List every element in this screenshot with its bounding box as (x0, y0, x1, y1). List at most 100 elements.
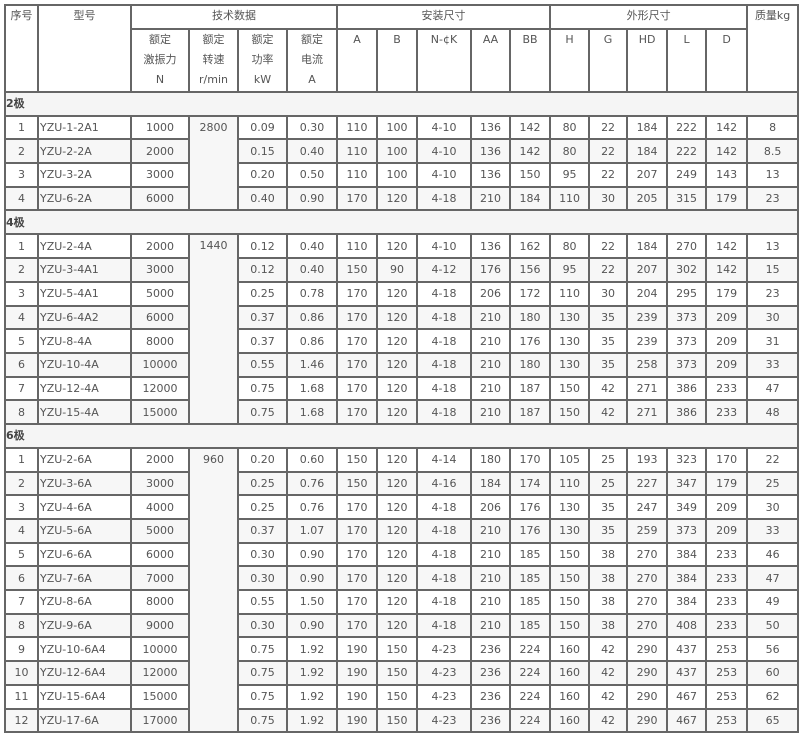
table-cell: 210 (471, 305, 510, 330)
table-cell: 35 (589, 495, 628, 519)
table-cell: 4-16 (417, 471, 471, 496)
table-row: 1 YZU-1-2A1 1000 2800 0.09 0.30 110 100 4-10 136 1… (5, 115, 799, 211)
table-cell: 4-12 (417, 258, 471, 282)
table-cell: 22 (747, 447, 799, 472)
table-cell: 5000 (131, 519, 189, 543)
table-cell: 290 (627, 637, 668, 662)
section-label: 2极 (5, 91, 799, 116)
table-cell: 0.37 (238, 329, 287, 353)
table-cell: 207 (627, 258, 668, 282)
table-cell: 4-18 (417, 329, 471, 353)
table-cell: 120 (377, 519, 417, 543)
table-cell: 23 (747, 186, 799, 211)
table-cell: 1000 (131, 115, 189, 140)
table-row: 2 YZU-2-2A 2000 0.15 0.40 110 100 4-10 136 142 80 2… (5, 139, 799, 164)
table-cell: 0.75 (238, 376, 287, 401)
table-cell: 4-10 (417, 115, 471, 140)
table-cell: 22 (589, 163, 628, 187)
table-cell: 224 (510, 661, 551, 685)
table-row: 8 YZU-15-4A 15000 0.75 1.68 170 120 4-18 210 187 1… (5, 400, 799, 424)
table-cell: 120 (377, 542, 417, 567)
header-tech-col-line: 功率 (251, 52, 274, 66)
row-model: YZU-2-6A (38, 447, 131, 472)
table-cell: 0.90 (287, 613, 337, 638)
table-cell: 1.92 (287, 684, 337, 709)
header-tech-col-line: A (308, 72, 316, 86)
table-cell: 130 (550, 305, 590, 330)
table-cell: 0.75 (238, 661, 287, 685)
table-cell: 0.20 (238, 447, 287, 472)
table-cell: 136 (471, 115, 510, 140)
table-cell: 90 (377, 258, 417, 282)
table-cell: 0.90 (287, 566, 337, 591)
table-cell: 384 (667, 590, 707, 614)
table-cell: 184 (471, 471, 510, 496)
table-cell: 295 (667, 281, 707, 306)
table-cell: 384 (667, 566, 707, 591)
table-cell: 233 (706, 376, 748, 401)
table-cell: 170 (337, 352, 377, 377)
table-cell: 110 (337, 115, 377, 140)
table-cell: 224 (510, 684, 551, 709)
table-cell: 210 (471, 519, 510, 543)
table-cell: 142 (510, 139, 551, 164)
table-cell: 210 (471, 613, 510, 638)
row-seq: 3 (5, 281, 38, 306)
table-cell: 160 (550, 637, 590, 662)
table-cell: 4-18 (417, 590, 471, 614)
table-cell: 80 (550, 115, 590, 140)
table-cell: 222 (667, 115, 707, 140)
table-cell: 4-18 (417, 376, 471, 401)
table-row: 12 YZU-17-6A 17000 0.75 1.92 190 150 4-23 236 224… (5, 708, 799, 733)
table-cell: 190 (337, 661, 377, 685)
table-cell: 222 (667, 139, 707, 164)
table-row: 7 YZU-8-6A 8000 0.55 1.50 170 120 4-18 210 185 150… (5, 590, 799, 614)
table-cell: 120 (377, 471, 417, 496)
table-cell: 12000 (131, 376, 189, 401)
table-cell: 184 (627, 234, 668, 259)
table-cell: 0.25 (238, 495, 287, 519)
header-tech-col-line: 额定 (301, 32, 323, 46)
header-outline-col: HD (627, 28, 668, 92)
table-cell: 3000 (131, 471, 189, 496)
table-cell: 4-23 (417, 684, 471, 709)
table-cell: 187 (510, 400, 551, 424)
row-seq: 1 (5, 447, 38, 472)
table-cell: 4-18 (417, 352, 471, 377)
table-cell: 130 (550, 519, 590, 543)
table-cell: 0.90 (287, 186, 337, 211)
table-cell: 210 (471, 329, 510, 353)
table-cell: 143 (706, 163, 748, 187)
header-install-col: A (337, 28, 377, 92)
table-cell: 105 (550, 447, 590, 472)
table-cell: 1.07 (287, 519, 337, 543)
table-cell: 136 (471, 163, 510, 187)
header-outline-col: H (550, 28, 590, 92)
table-cell: 0.40 (287, 139, 337, 164)
table-cell: 47 (747, 566, 799, 591)
table-cell: 185 (510, 590, 551, 614)
table-row: 4 YZU-6-4A2 6000 0.37 0.86 170 120 4-18 210 180 13… (5, 305, 799, 330)
row-model: YZU-8-4A (38, 329, 131, 353)
row-model: YZU-1-2A1 (38, 115, 131, 140)
row-model: YZU-5-6A (38, 519, 131, 543)
table-cell: 0.75 (238, 400, 287, 424)
table-cell: 0.37 (238, 519, 287, 543)
table-cell: 1.50 (287, 590, 337, 614)
table-cell: 120 (377, 400, 417, 424)
row-seq: 2 (5, 139, 38, 164)
row-seq: 8 (5, 400, 38, 424)
header-mass: 质量kg (747, 5, 799, 92)
table-cell: 62 (747, 684, 799, 709)
header-tech-col-line: 额定 (149, 32, 171, 46)
table-cell: 0.40 (287, 258, 337, 282)
table-cell: 253 (706, 708, 748, 733)
table-cell: 48 (747, 400, 799, 424)
table-row: 1 YZU-2-4A 2000 1440 0.12 0.40 110 120 4-10 136 16… (5, 234, 799, 424)
table-cell: 42 (589, 400, 628, 424)
table-cell: 150 (377, 684, 417, 709)
header-install-dimensions: 安装尺寸 (337, 5, 551, 29)
table-cell: 23 (747, 281, 799, 306)
row-model: YZU-3-4A1 (38, 258, 131, 282)
table-cell: 38 (589, 566, 628, 591)
